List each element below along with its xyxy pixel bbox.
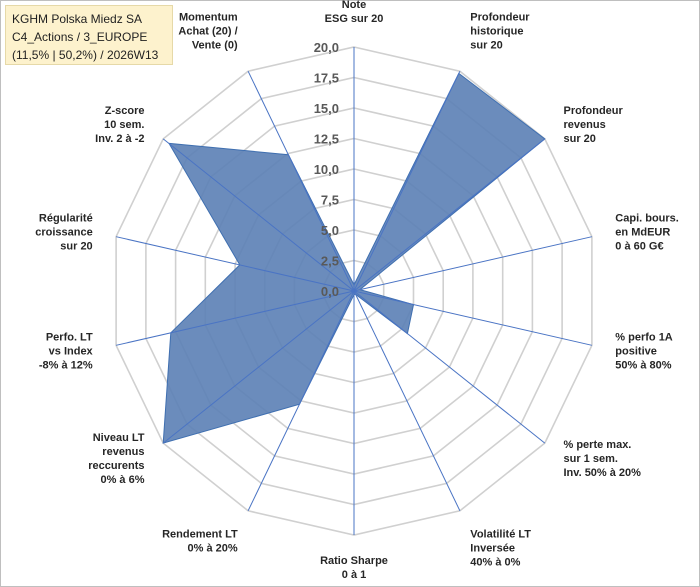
axis-label: Régularité croissance sur 20 (35, 212, 92, 252)
title-scores: (11,5% | 50,2%) / 2026W13 (12, 48, 159, 62)
title-box: KGHM Polska Miedz SA C4_Actions / 3_EURO… (5, 5, 173, 65)
axis-labels: Note ESG sur 20 Profondeur historique sur 20… (35, 0, 679, 581)
tick-label: 7,5 (321, 193, 339, 208)
axis-label: Profondeur revenus sur 20 (564, 105, 624, 145)
axis-spoke (353, 236, 593, 292)
tick-label: 0,0 (321, 284, 339, 299)
axis-spoke (353, 70, 461, 292)
tick-label: 17,5 (314, 71, 339, 86)
axis-spoke (353, 138, 546, 292)
axis-spoke (353, 290, 593, 346)
axis-label: Note ESG sur 20 (325, 0, 384, 25)
radar-spokes (115, 47, 593, 535)
axis-spoke (353, 290, 461, 512)
tick-label: 20,0 (314, 40, 339, 55)
tick-label: 2,5 (321, 254, 339, 269)
axis-label: Niveau LT revenus reccurents 0% à 6% (88, 432, 145, 486)
axis-label: % perte max. sur 1 sem. Inv. 50% à 20% (564, 439, 642, 479)
tick-label: 15,0 (314, 101, 339, 116)
axis-spoke (247, 290, 355, 512)
axis-label: % perfo 1A positive 50% à 80% (615, 332, 673, 372)
tick-label: 5,0 (321, 223, 339, 238)
axis-label: Rendement LT 0% à 20% (162, 529, 238, 555)
radial-tick-labels: 0,0 2,5 5,0 7,5 10,0 12,5 15,0 17,5 20,0 (314, 40, 339, 299)
axis-spoke (247, 70, 355, 292)
title-company: KGHM Polska Miedz SA (12, 12, 143, 26)
axis-label: Volatilité LT Inversée 40% à 0% (470, 529, 531, 569)
axis-label: Profondeur historique sur 20 (470, 12, 530, 52)
axis-label: Momentum Achat (20) / Vente (0) (178, 12, 238, 52)
axis-label: Capi. bours. en MdEUR 0 à 60 G€ (615, 212, 679, 252)
axis-spoke (353, 290, 546, 444)
axis-spoke (162, 290, 355, 444)
axis-spoke (162, 138, 355, 292)
tick-label: 10,0 (314, 162, 339, 177)
axis-label: Perfo. LT vs Index -8% à 12% (39, 332, 94, 372)
axis-spoke (115, 290, 355, 346)
axis-spoke (115, 236, 355, 292)
axis-label: Z-score 10 sem. Inv. 2 à -2 (95, 105, 144, 145)
title-category: C4_Actions / 3_EUROPE (12, 30, 148, 44)
tick-label: 12,5 (314, 132, 339, 147)
axis-label: Ratio Sharpe 0 à 1 (320, 555, 388, 581)
